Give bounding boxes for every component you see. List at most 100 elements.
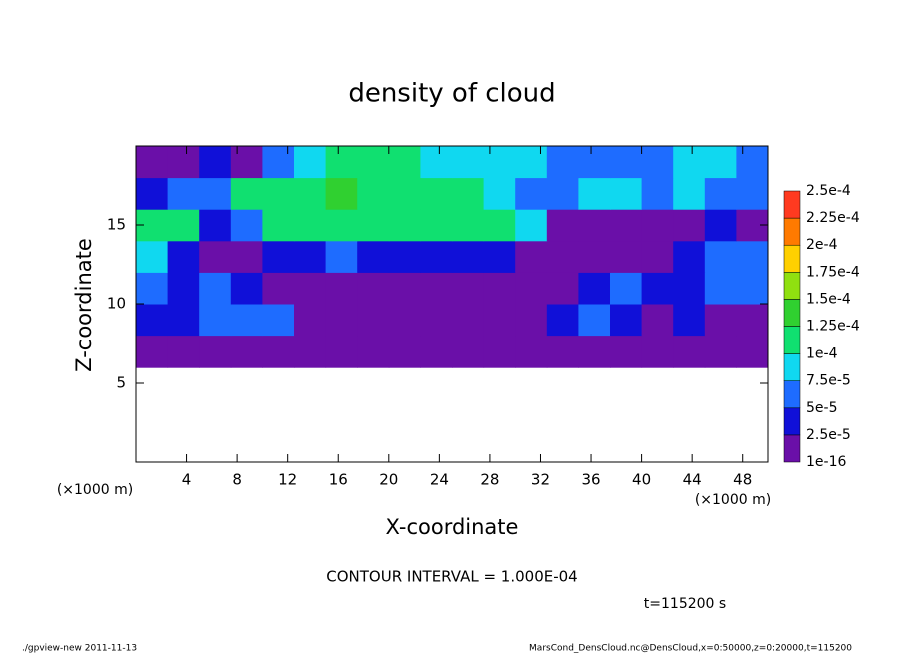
heat-cell bbox=[262, 146, 295, 179]
heat-cell bbox=[357, 177, 390, 210]
heat-cell bbox=[167, 335, 200, 368]
heat-cell bbox=[325, 209, 358, 242]
heat-cell bbox=[610, 240, 643, 273]
heat-cell bbox=[515, 209, 548, 242]
heat-cell bbox=[483, 335, 516, 368]
x-tick-label: 16 bbox=[329, 471, 348, 489]
heat-cell bbox=[136, 304, 169, 337]
colorbar-band bbox=[783, 272, 801, 300]
heat-cell bbox=[136, 177, 169, 210]
heat-cell bbox=[388, 146, 421, 179]
x-tick-label: 12 bbox=[278, 471, 297, 489]
heat-cell bbox=[704, 335, 737, 368]
heat-cell bbox=[704, 209, 737, 242]
heat-cell bbox=[294, 335, 327, 368]
heat-cell bbox=[610, 272, 643, 305]
heat-cell bbox=[199, 272, 232, 305]
heat-cell bbox=[199, 335, 232, 368]
x-tick-label: 48 bbox=[733, 471, 752, 489]
heat-cell bbox=[641, 209, 674, 242]
colorbar-label: 1e-16 bbox=[806, 454, 846, 470]
heat-cell bbox=[483, 209, 516, 242]
colorbar-label: 1.25e-4 bbox=[806, 319, 860, 335]
heat-cell bbox=[136, 272, 169, 305]
heat-cell bbox=[641, 146, 674, 179]
colorbar-band bbox=[783, 244, 801, 273]
heat-cell bbox=[736, 240, 769, 273]
heat-cell bbox=[515, 335, 548, 368]
x-axis-label: X-coordinate bbox=[386, 515, 519, 539]
heat-cell bbox=[483, 177, 516, 210]
heat-cell bbox=[325, 335, 358, 368]
colorbar-label: 2.25e-4 bbox=[806, 210, 860, 226]
heat-cell bbox=[578, 209, 611, 242]
chart-title: density of cloud bbox=[348, 79, 555, 109]
colorbar-label: 2.5e-5 bbox=[806, 427, 851, 443]
heat-cell bbox=[452, 177, 485, 210]
heat-cell bbox=[199, 146, 232, 179]
heat-cell bbox=[578, 272, 611, 305]
heat-cell bbox=[357, 146, 390, 179]
heat-cell bbox=[673, 209, 706, 242]
colorbar-band bbox=[783, 380, 801, 409]
heat-cell bbox=[736, 272, 769, 305]
heat-cell bbox=[483, 304, 516, 337]
heat-cell bbox=[546, 240, 579, 273]
x-unit: (×1000 m) bbox=[695, 492, 771, 508]
heat-cell bbox=[388, 240, 421, 273]
heat-cell bbox=[515, 146, 548, 179]
y-unit: (×1000 m) bbox=[57, 482, 133, 498]
heat-cell bbox=[136, 335, 169, 368]
heat-cell bbox=[262, 177, 295, 210]
heat-cell bbox=[199, 240, 232, 273]
heat-cell bbox=[546, 304, 579, 337]
x-tick-label: 32 bbox=[531, 471, 550, 489]
heat-cell bbox=[452, 272, 485, 305]
heat-cell bbox=[578, 177, 611, 210]
colorbar-label: 1.75e-4 bbox=[806, 264, 860, 280]
heat-cell bbox=[515, 240, 548, 273]
heat-cell bbox=[420, 209, 453, 242]
heat-cell bbox=[325, 146, 358, 179]
heat-cell bbox=[483, 240, 516, 273]
heat-cell bbox=[673, 240, 706, 273]
heat-cell bbox=[420, 240, 453, 273]
heat-cell bbox=[294, 240, 327, 273]
colorbar-band bbox=[783, 407, 801, 436]
heat-cell bbox=[230, 335, 263, 368]
heat-cell bbox=[167, 209, 200, 242]
heat-cell bbox=[136, 146, 169, 179]
heat-cell bbox=[167, 177, 200, 210]
y-axis-label: Z-coordinate bbox=[72, 238, 96, 372]
colorbar-label: 1e-4 bbox=[806, 346, 838, 362]
heat-cell bbox=[294, 146, 327, 179]
heat-cell bbox=[357, 304, 390, 337]
colorbar-band bbox=[783, 353, 801, 381]
heat-cell bbox=[420, 146, 453, 179]
heat-cell bbox=[294, 177, 327, 210]
heat-cell bbox=[641, 335, 674, 368]
heat-cell bbox=[578, 335, 611, 368]
y-tick-label: 10 bbox=[107, 295, 126, 313]
x-tick-label: 20 bbox=[379, 471, 398, 489]
heat-cell bbox=[641, 240, 674, 273]
x-tick-label: 40 bbox=[632, 471, 651, 489]
heat-cell bbox=[388, 209, 421, 242]
heat-cell bbox=[199, 209, 232, 242]
heat-cell bbox=[515, 304, 548, 337]
heat-cell bbox=[578, 240, 611, 273]
heat-cell bbox=[199, 304, 232, 337]
heat-cell bbox=[515, 272, 548, 305]
colorbar-label: 1.5e-4 bbox=[806, 291, 851, 307]
heat-cell bbox=[452, 209, 485, 242]
colorbar-band bbox=[783, 299, 801, 327]
heat-cell bbox=[546, 146, 579, 179]
heat-cell bbox=[262, 304, 295, 337]
heat-cell bbox=[641, 304, 674, 337]
colorbar-band bbox=[783, 190, 801, 219]
heat-cell bbox=[736, 146, 769, 179]
x-tick-label: 36 bbox=[581, 471, 600, 489]
heat-cell bbox=[610, 209, 643, 242]
heat-cell bbox=[388, 177, 421, 210]
heat-cell bbox=[736, 335, 769, 368]
